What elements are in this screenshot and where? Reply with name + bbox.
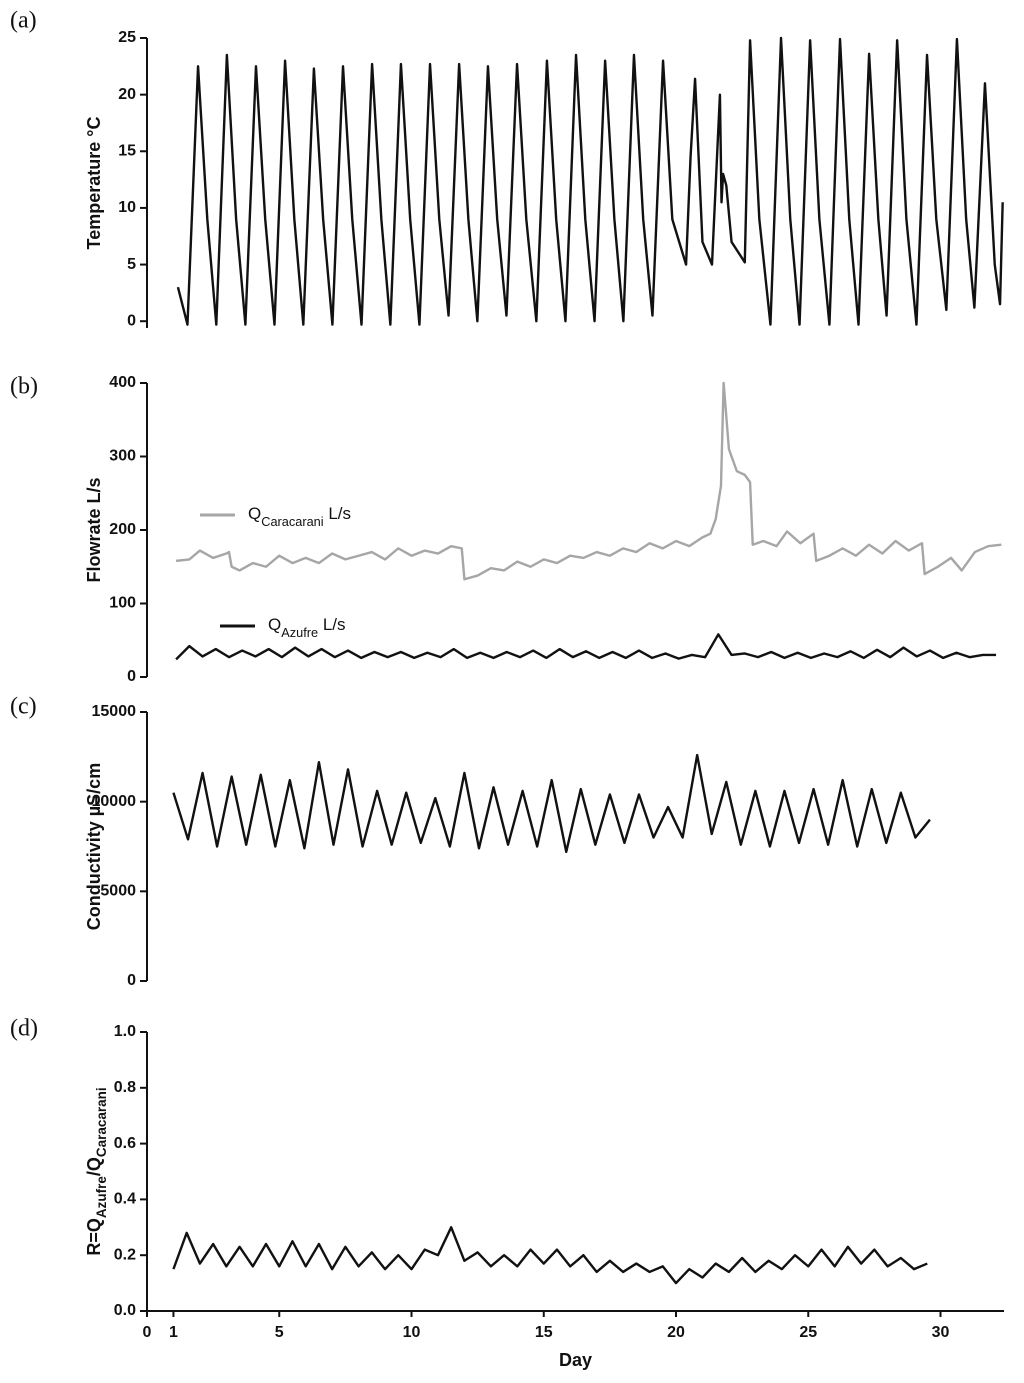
text-part: L/s [324,504,351,523]
x-tick-label: 20 [667,1324,685,1341]
panel-label: (d) [10,1016,38,1042]
y-tick-label: 400 [109,374,136,391]
y-tick-label: 15000 [92,703,137,720]
x-tick-label: 10 [403,1324,421,1341]
y-axis-label: Flowrate L/s [84,477,104,582]
y-tick-label: 20 [118,86,136,103]
text-part: Caracarani [94,1087,109,1157]
y-axis-label: R=QAzufre/QCaracarani [84,1087,109,1255]
y-tick-label: 0.0 [114,1302,136,1319]
y-tick-label: 10 [118,199,136,216]
text-part: R=Q [84,1218,104,1256]
text-part: /Q [84,1157,104,1176]
panel-label: (c) [10,694,37,720]
x-tick-label: 30 [932,1324,950,1341]
y-tick-label: 0 [127,972,136,989]
y-tick-label: 100 [109,595,136,612]
y-axis-label: Temperature °C [84,117,104,250]
y-tick-label: 25 [118,29,136,46]
data-line [175,381,1002,581]
x-tick-label: 0 [143,1324,152,1341]
data-line [176,36,1004,326]
text-part: Flowrate L/s [84,477,104,582]
y-tick-label: 0.6 [114,1135,136,1152]
y-tick-label: 300 [109,448,136,465]
panel-label: (b) [10,374,38,400]
y-tick-label: 10000 [92,793,137,810]
text-part: L/s [318,615,345,634]
y-tick-label: 5 [127,256,136,273]
y-tick-label: 0 [127,312,136,329]
legend-label: QAzufre L/s [268,615,346,639]
panel-label: (a) [10,8,37,34]
y-tick-label: 15 [118,143,136,160]
text-part: Conductivity µS/cm [84,763,104,930]
text-part: Q [268,615,281,634]
y-tick-label: 0 [127,668,136,685]
text-part: Q [248,504,261,523]
data-line [175,633,997,661]
y-tick-label: 0.4 [114,1191,136,1208]
x-tick-label: 1 [169,1324,178,1341]
x-tick-label: 5 [275,1324,284,1341]
legend-label: QCaracarani L/s [248,504,351,528]
text-part: Azufre [281,625,318,640]
text-part: Caracarani [261,514,323,529]
y-tick-label: 1.0 [114,1023,136,1040]
y-tick-label: 0.8 [114,1079,136,1096]
text-part: Temperature °C [84,117,104,250]
data-line [172,753,931,854]
data-line [172,1226,928,1285]
x-tick-label: 25 [799,1324,817,1341]
y-tick-label: 0.2 [114,1246,136,1263]
x-tick-label: 15 [535,1324,553,1341]
y-tick-label: 200 [109,521,136,538]
y-axis-label: Conductivity µS/cm [84,763,104,930]
y-tick-label: 5000 [100,883,136,900]
x-axis-label: Day [559,1350,592,1370]
text-part: Azufre [94,1176,109,1218]
